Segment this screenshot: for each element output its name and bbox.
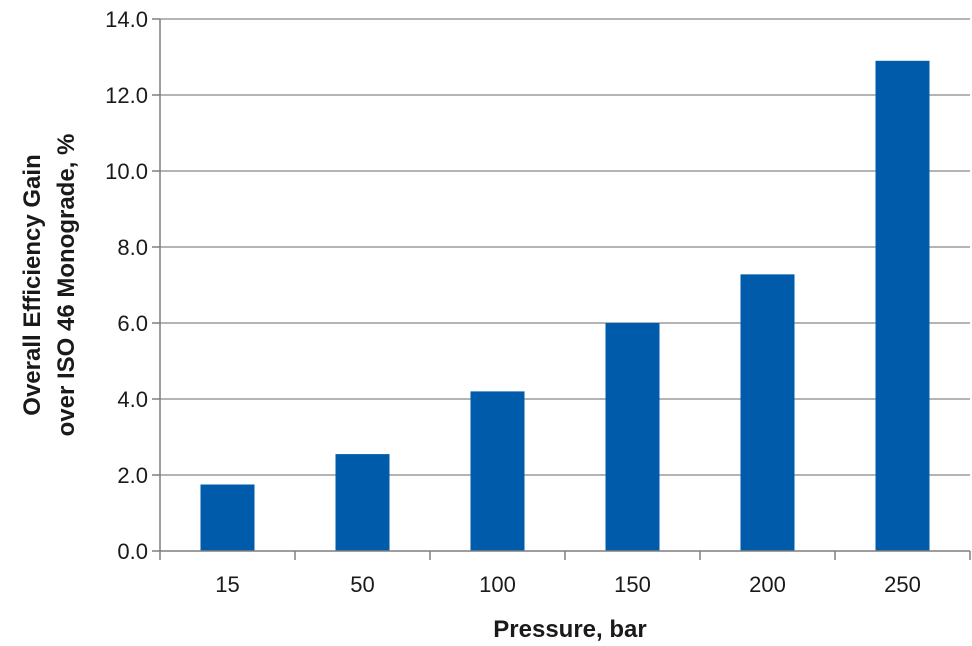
x-tick-labels: 15 50 100 150 200 250 xyxy=(215,572,921,597)
bar xyxy=(875,60,930,552)
y-axis-title-line-1: Overall Efficiency Gain xyxy=(19,154,46,415)
y-axis-title: Overall Efficiency Gain over ISO 46 Mono… xyxy=(19,134,80,437)
y-tick-label: 10.0 xyxy=(105,159,148,184)
x-axis-title: Pressure, bar xyxy=(493,616,646,641)
bar xyxy=(200,484,255,551)
y-axis-title-line-2: over ISO 46 Monograde, % xyxy=(53,134,80,437)
axes xyxy=(159,19,971,560)
y-tick-label: 6.0 xyxy=(117,311,148,336)
y-tick-label: 12.0 xyxy=(105,83,148,108)
y-tick-label: 0.0 xyxy=(117,539,148,564)
bar xyxy=(605,323,660,551)
x-tick-label: 150 xyxy=(614,572,651,597)
bar xyxy=(740,274,795,551)
x-tick-label: 100 xyxy=(479,572,516,597)
x-tick-label: 200 xyxy=(749,572,786,597)
y-tick-labels: 0.0 2.0 4.0 6.0 8.0 10.0 12.0 14.0 xyxy=(105,7,148,564)
x-tick-label: 15 xyxy=(215,572,239,597)
x-tick-label: 250 xyxy=(884,572,921,597)
bar xyxy=(335,454,390,551)
gridlines xyxy=(152,18,970,552)
y-tick-label: 8.0 xyxy=(117,235,148,260)
y-tick-label: 2.0 xyxy=(117,463,148,488)
y-tick-label: 4.0 xyxy=(117,387,148,412)
bar xyxy=(470,391,525,551)
y-tick-label: 14.0 xyxy=(105,7,148,32)
bars xyxy=(200,60,930,552)
x-tick-label: 50 xyxy=(350,572,374,597)
